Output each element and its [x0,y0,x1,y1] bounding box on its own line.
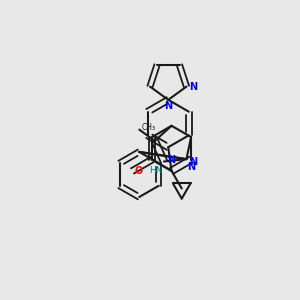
Text: N: N [189,82,197,92]
Text: N: N [164,101,172,112]
Text: N: N [189,158,197,167]
Text: N: N [187,162,195,172]
Text: N: N [167,155,175,166]
Text: CH₃: CH₃ [142,123,156,132]
Text: HN: HN [149,166,163,175]
Text: O: O [134,166,142,176]
